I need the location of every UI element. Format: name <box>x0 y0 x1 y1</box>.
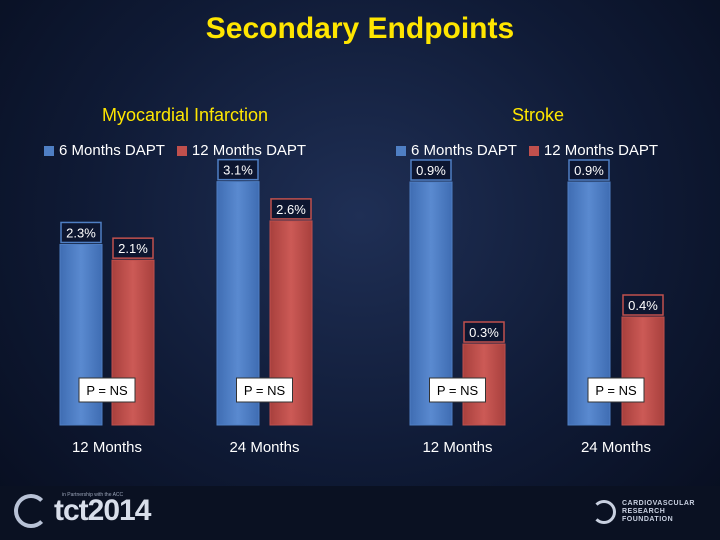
pvalue-box <box>429 377 486 403</box>
data-label-box <box>112 237 154 259</box>
data-label: 2.1% <box>118 241 148 256</box>
panel-title-mi: Myocardial Infarction <box>101 105 269 125</box>
crf-logo-line: CARDIOVASCULAR <box>622 500 695 507</box>
pvalue-box <box>236 377 293 403</box>
tct-logo-text: tct2014 <box>54 494 151 527</box>
data-label: 2.3% <box>66 225 96 240</box>
legend-label-12mo: 12 Months DAPT <box>191 142 307 159</box>
legend-item-6mo: 6 Months DAPT <box>396 142 517 159</box>
crf-logo-line: RESEARCH <box>622 508 666 515</box>
legend-label-12mo: 12 Months DAPT <box>543 142 659 159</box>
category-label: 24 Months <box>229 439 299 456</box>
data-label-box <box>410 159 452 181</box>
panel-title-stroke: Stroke <box>511 105 565 125</box>
legend-item-12mo: 12 Months DAPT <box>528 142 659 159</box>
data-label-box <box>463 321 505 343</box>
category-label: 12 Months <box>72 439 142 456</box>
pvalue-box <box>587 377 645 403</box>
pvalue-box <box>78 377 136 403</box>
pvalue-label: P = NS <box>86 383 128 398</box>
legend-item-12mo: 12 Months DAPT <box>176 142 307 159</box>
data-label: 0.9% <box>574 163 604 178</box>
crf-logo-line: FOUNDATION <box>622 516 674 523</box>
crf-logo-icon <box>592 500 616 524</box>
pvalue-label: P = NS <box>244 383 286 398</box>
bar <box>621 316 665 426</box>
data-label-box <box>622 294 664 316</box>
slide-title: Secondary Endpoints <box>205 12 515 45</box>
tct-logo: tct2014 in Partnership with the ACC <box>14 492 151 528</box>
tct-logo-subtext: in Partnership with the ACC <box>62 492 124 498</box>
category-label: 12 Months <box>422 439 492 456</box>
legend-label-6mo: 6 Months DAPT <box>59 142 165 159</box>
data-label-box <box>60 221 102 244</box>
pvalue-label: P = NS <box>437 383 479 398</box>
data-label-box <box>568 159 610 181</box>
legend-swatch-red <box>528 145 539 156</box>
legend-stroke: 6 Months DAPT 12 Months DAPT <box>396 142 658 159</box>
legend-mi: 6 Months DAPT 12 Months DAPT <box>44 142 306 159</box>
data-label: 3.1% <box>223 163 253 178</box>
crf-logo-text: CARDIOVASCULAR RESEARCH FOUNDATION <box>622 500 695 524</box>
data-label-box <box>217 158 259 181</box>
legend-label-6mo: 6 Months DAPT <box>411 142 517 159</box>
legend-item-6mo: 6 Months DAPT <box>44 142 165 159</box>
data-label: 0.3% <box>469 325 499 340</box>
pvalue-label: P = NS <box>595 383 637 398</box>
data-label: 2.6% <box>276 202 306 217</box>
legend-swatch-blue <box>44 145 54 156</box>
data-label: 0.4% <box>628 298 658 313</box>
legend-swatch-red <box>176 145 187 156</box>
data-label: 0.9% <box>416 163 446 178</box>
crf-logo: CARDIOVASCULAR RESEARCH FOUNDATION <box>592 500 695 524</box>
category-label: 24 Months <box>581 439 651 456</box>
tct-logo-icon <box>14 494 48 528</box>
data-label-box <box>270 198 312 220</box>
legend-swatch-blue <box>396 145 406 156</box>
